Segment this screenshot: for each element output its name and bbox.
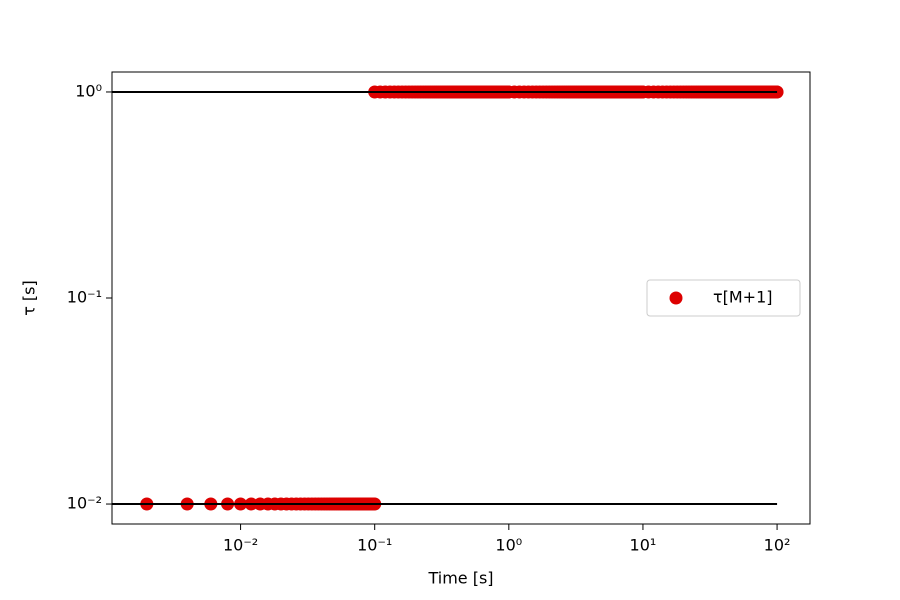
x-axis-label: Time [s] <box>427 569 493 588</box>
legend-box <box>646 279 801 317</box>
legend-label: τ[M+1] <box>713 288 773 307</box>
x-tick-label: 10¹ <box>630 536 657 555</box>
y-tick-label: 10⁻¹ <box>67 288 102 307</box>
x-tick-label: 10⁻¹ <box>357 536 392 555</box>
x-tick-label: 10⁰ <box>495 536 522 555</box>
y-tick-label: 10⁻² <box>67 494 102 513</box>
y-axis-label: τ [s] <box>20 280 39 316</box>
x-tick-label: 10⁻² <box>223 536 258 555</box>
legend-marker <box>669 291 683 305</box>
y-tick-label: 10⁰ <box>75 81 102 100</box>
x-tick-label: 10² <box>764 536 791 555</box>
